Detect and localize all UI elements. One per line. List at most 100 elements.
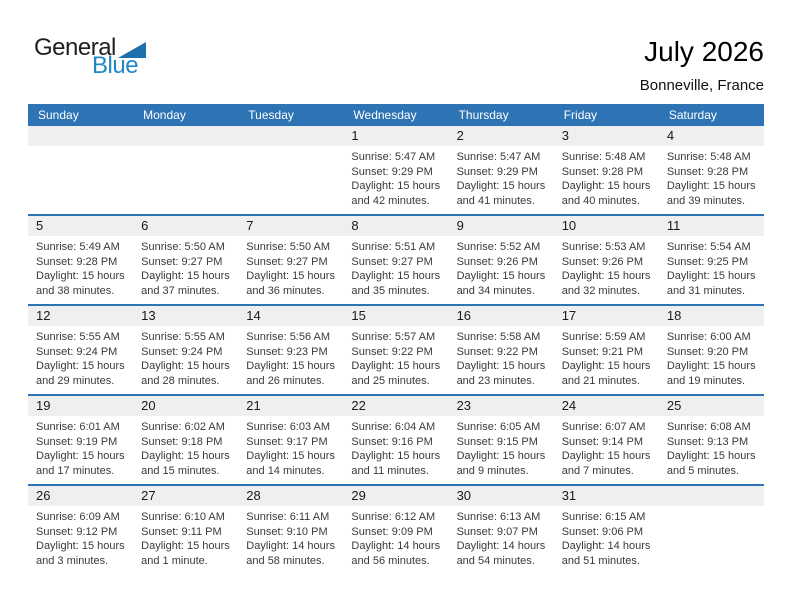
calendar-grid: Sunday Monday Tuesday Wednesday Thursday… — [28, 104, 764, 574]
sunrise-text: Sunrise: 5:59 AM — [561, 331, 646, 343]
day-number: 31 — [561, 488, 577, 503]
daylight-text-line1: Daylight: 15 hours — [36, 450, 125, 462]
day-cell: 30 Sunrise: 6:13 AM Sunset: 9:07 PM Dayl… — [449, 486, 554, 574]
day-number: 13 — [141, 308, 156, 323]
day-number: 29 — [351, 488, 366, 503]
day-cell: 18 Sunrise: 6:00 AM Sunset: 9:20 PM Dayl… — [659, 306, 764, 394]
daylight-text-line2: and 34 minutes. — [456, 284, 535, 297]
day-cell: 14 Sunrise: 5:56 AM Sunset: 9:23 PM Dayl… — [238, 306, 343, 394]
day-number: 18 — [666, 308, 682, 323]
week-row: 12 Sunrise: 5:55 AM Sunset: 9:24 PM Dayl… — [28, 304, 764, 394]
day-cell: 2 Sunrise: 5:47 AM Sunset: 9:29 PM Dayli… — [449, 126, 554, 214]
sunrise-text: Sunrise: 6:11 AM — [246, 511, 330, 523]
sunrise-text: Sunrise: 5:47 AM — [456, 151, 541, 163]
daylight-text-line2: and 56 minutes. — [351, 554, 430, 567]
day-number: 25 — [666, 398, 682, 413]
daylight-text-line2: and 31 minutes. — [666, 284, 746, 297]
weekday-header-monday: Monday — [143, 108, 186, 122]
weekday-header-tuesday: Tuesday — [248, 108, 294, 122]
sunset-text: Sunset: 9:20 PM — [666, 345, 749, 358]
sunset-text: Sunset: 9:06 PM — [561, 525, 644, 538]
day-number — [133, 126, 238, 146]
daylight-text-line1: Daylight: 14 hours — [561, 540, 651, 552]
sunset-text: Sunset: 9:14 PM — [561, 435, 644, 448]
sunset-text: Sunset: 9:27 PM — [141, 255, 223, 268]
sunrise-text: Sunrise: 6:01 AM — [36, 421, 120, 433]
daylight-text-line2: and 38 minutes. — [36, 284, 115, 297]
daylight-text-line2: and 41 minutes. — [456, 194, 535, 207]
day-number: 30 — [456, 488, 472, 503]
sunrise-text: Sunrise: 5:55 AM — [141, 331, 225, 343]
daylight-text-line1: Daylight: 15 hours — [141, 270, 230, 282]
daylight-text-line2: and 54 minutes. — [456, 554, 535, 567]
sunrise-text: Sunrise: 6:02 AM — [141, 421, 225, 433]
sunset-text: Sunset: 9:25 PM — [666, 255, 749, 268]
daylight-text-line2: and 51 minutes. — [561, 554, 640, 567]
day-cell: 19 Sunrise: 6:01 AM Sunset: 9:19 PM Dayl… — [28, 396, 133, 484]
weekday-header-sunday: Sunday — [38, 108, 79, 122]
day-number: 6 — [141, 218, 149, 233]
sunrise-text: Sunrise: 5:53 AM — [561, 241, 646, 253]
day-cell: 1 Sunrise: 5:47 AM Sunset: 9:29 PM Dayli… — [343, 126, 448, 214]
daylight-text-line1: Daylight: 15 hours — [561, 450, 651, 462]
week-row: 5 Sunrise: 5:49 AM Sunset: 9:28 PM Dayli… — [28, 214, 764, 304]
daylight-text-line2: and 17 minutes. — [36, 464, 115, 477]
sunrise-text: Sunrise: 6:10 AM — [141, 511, 225, 523]
daylight-text-line1: Daylight: 15 hours — [246, 270, 335, 282]
daylight-text-line2: and 36 minutes. — [246, 284, 325, 297]
daylight-text-line1: Daylight: 15 hours — [351, 270, 441, 282]
daylight-text-line1: Daylight: 15 hours — [351, 450, 441, 462]
daylight-text-line2: and 35 minutes. — [351, 284, 430, 297]
daylight-text-line1: Daylight: 15 hours — [456, 450, 546, 462]
sunrise-text: Sunrise: 5:49 AM — [36, 241, 120, 253]
day-cell: 28 Sunrise: 6:11 AM Sunset: 9:10 PM Dayl… — [238, 486, 343, 574]
day-number: 24 — [561, 398, 577, 413]
day-cell: 27 Sunrise: 6:10 AM Sunset: 9:11 PM Dayl… — [133, 486, 238, 574]
day-cell: 15 Sunrise: 5:57 AM Sunset: 9:22 PM Dayl… — [343, 306, 448, 394]
daylight-text-line2: and 15 minutes. — [141, 464, 220, 477]
sunset-text: Sunset: 9:24 PM — [36, 345, 118, 358]
daylight-text-line2: and 1 minute. — [141, 554, 208, 567]
day-cell: 31 Sunrise: 6:15 AM Sunset: 9:06 PM Dayl… — [554, 486, 659, 574]
weekday-header-friday: Friday — [563, 108, 598, 122]
day-cell: 10 Sunrise: 5:53 AM Sunset: 9:26 PM Dayl… — [554, 216, 659, 304]
weekday-header-thursday: Thursday — [458, 108, 509, 122]
weekday-header-wednesday: Wednesday — [353, 108, 417, 122]
sunrise-text: Sunrise: 6:08 AM — [666, 421, 751, 433]
daylight-text-line1: Daylight: 14 hours — [351, 540, 441, 552]
daylight-text-line2: and 7 minutes. — [561, 464, 634, 477]
day-number: 16 — [456, 308, 472, 323]
day-cell — [133, 126, 238, 214]
daylight-text-line2: and 11 minutes. — [351, 464, 429, 477]
sunset-text: Sunset: 9:16 PM — [351, 435, 433, 448]
day-cell: 20 Sunrise: 6:02 AM Sunset: 9:18 PM Dayl… — [133, 396, 238, 484]
day-cell: 12 Sunrise: 5:55 AM Sunset: 9:24 PM Dayl… — [28, 306, 133, 394]
daylight-text-line1: Daylight: 15 hours — [561, 270, 651, 282]
day-number: 21 — [246, 398, 261, 413]
sunrise-text: Sunrise: 5:56 AM — [246, 331, 331, 343]
daylight-text-line2: and 58 minutes. — [246, 554, 325, 567]
day-cell — [238, 126, 343, 214]
sunrise-text: Sunrise: 6:00 AM — [666, 331, 751, 343]
week-row: 26 Sunrise: 6:09 AM Sunset: 9:12 PM Dayl… — [28, 484, 764, 574]
daylight-text-line2: and 28 minutes. — [141, 374, 220, 387]
logo-text-blue: Blue — [92, 52, 139, 79]
sunrise-text: Sunrise: 5:50 AM — [246, 241, 331, 253]
sunset-text: Sunset: 9:21 PM — [561, 345, 644, 358]
sunset-text: Sunset: 9:26 PM — [561, 255, 644, 268]
daylight-text-line1: Daylight: 15 hours — [666, 360, 756, 372]
daylight-text-line2: and 23 minutes. — [456, 374, 535, 387]
sunrise-text: Sunrise: 5:48 AM — [561, 151, 646, 163]
page-title: July 2026 — [644, 36, 764, 67]
sunrise-text: Sunrise: 6:04 AM — [351, 421, 436, 433]
sunrise-text: Sunrise: 6:13 AM — [456, 511, 541, 523]
day-cell: 26 Sunrise: 6:09 AM Sunset: 9:12 PM Dayl… — [28, 486, 133, 574]
day-number: 17 — [561, 308, 577, 323]
sunrise-text: Sunrise: 5:55 AM — [36, 331, 120, 343]
daylight-text-line2: and 26 minutes. — [246, 374, 325, 387]
daylight-text-line1: Daylight: 15 hours — [351, 360, 441, 372]
day-number: 3 — [561, 128, 569, 143]
daylight-text-line2: and 5 minutes. — [666, 464, 739, 477]
sunset-text: Sunset: 9:10 PM — [246, 525, 328, 538]
day-number: 9 — [456, 218, 464, 233]
